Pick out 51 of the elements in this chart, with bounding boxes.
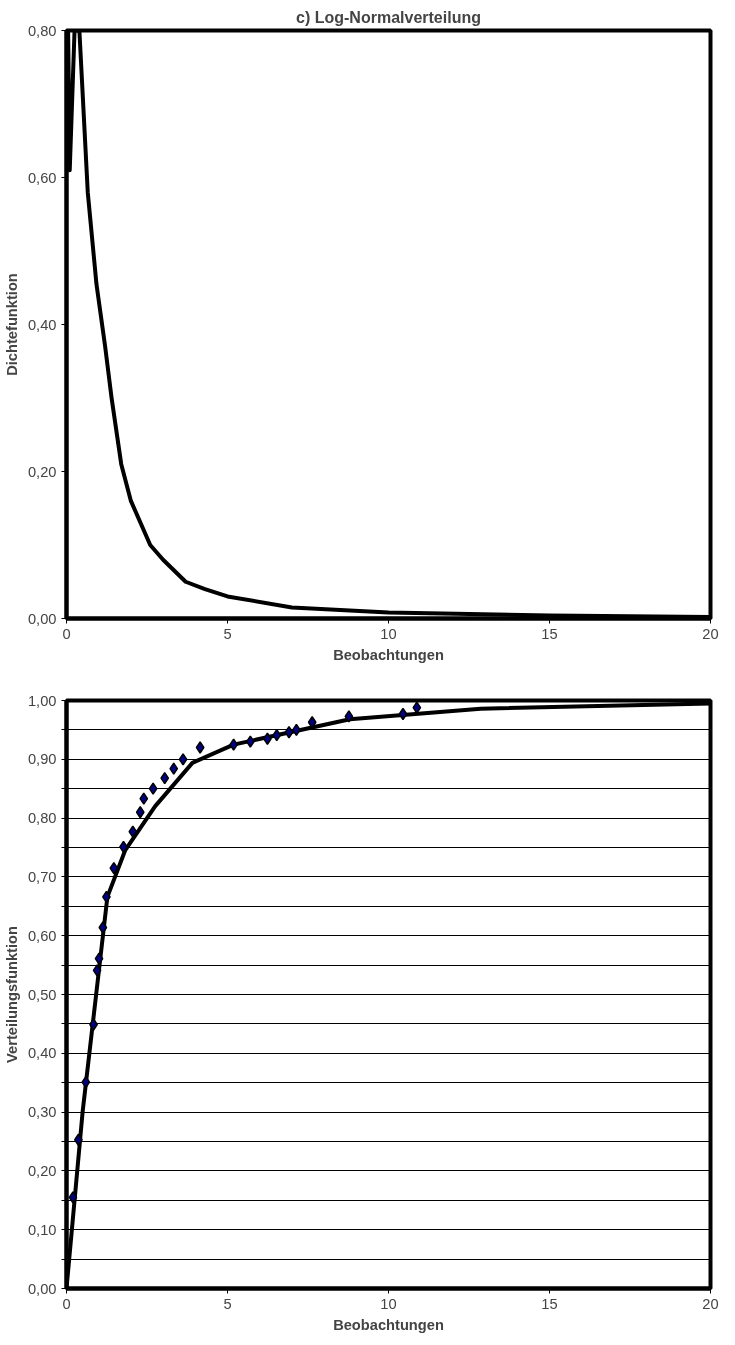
- point: [98, 921, 108, 934]
- x-tick-label: 0: [62, 625, 71, 642]
- y-tick-label: 1,00: [27, 692, 57, 709]
- point: [195, 741, 205, 754]
- y-tick-label: 0,60: [27, 169, 57, 186]
- point: [272, 728, 282, 742]
- point: [229, 738, 239, 751]
- y-tick-label: 0,00: [27, 610, 57, 627]
- point: [291, 723, 301, 737]
- x-tick-label: 10: [380, 1295, 397, 1312]
- x-tick-label: 20: [702, 625, 719, 642]
- y-axis-title: Dichtefunktion: [3, 273, 20, 376]
- y-tick-label: 0,10: [27, 1221, 57, 1238]
- x-tick-label: 5: [223, 1295, 232, 1312]
- x-tick-label: 15: [541, 1295, 558, 1312]
- point: [169, 762, 179, 775]
- point: [135, 805, 145, 819]
- x-tick-label: 10: [380, 625, 397, 642]
- y-tick-label: 0,20: [27, 1162, 57, 1179]
- point: [178, 753, 188, 766]
- x-axis-title: Beobachtungen: [333, 646, 444, 663]
- point: [139, 792, 149, 805]
- y-tick-label: 0,60: [27, 927, 57, 944]
- y-tick-label: 0,50: [27, 986, 57, 1003]
- x-tick-label: 15: [541, 625, 558, 642]
- y-tick-label: 0,70: [27, 868, 57, 885]
- x-tick-label: 20: [702, 1295, 719, 1312]
- point: [128, 825, 138, 838]
- point: [81, 1075, 91, 1089]
- point: [68, 1191, 78, 1204]
- point: [284, 726, 294, 739]
- point: [94, 952, 104, 965]
- y-axis-title: Verteilungsfunktion: [3, 926, 20, 1063]
- y-tick-label: 0,00: [27, 1280, 57, 1297]
- x-tick-label: 0: [62, 1295, 71, 1312]
- x-tick-label: 5: [223, 625, 232, 642]
- chart-title: c) Log-Normalverteilung: [296, 8, 481, 26]
- x-axis-title: Beobachtungen: [333, 1316, 444, 1333]
- y-tick-label: 0,90: [27, 751, 57, 768]
- point: [109, 861, 119, 875]
- y-tick-label: 0,40: [27, 316, 57, 333]
- point: [344, 710, 354, 723]
- point: [160, 771, 170, 785]
- y-tick-label: 0,80: [27, 22, 57, 39]
- point: [148, 782, 158, 795]
- y-tick-label: 0,20: [27, 463, 57, 480]
- y-tick-label: 0,30: [27, 1104, 57, 1121]
- y-tick-label: 0,40: [27, 1045, 57, 1062]
- y-tick-label: 0,80: [27, 810, 57, 827]
- point: [92, 964, 102, 977]
- point: [398, 707, 408, 721]
